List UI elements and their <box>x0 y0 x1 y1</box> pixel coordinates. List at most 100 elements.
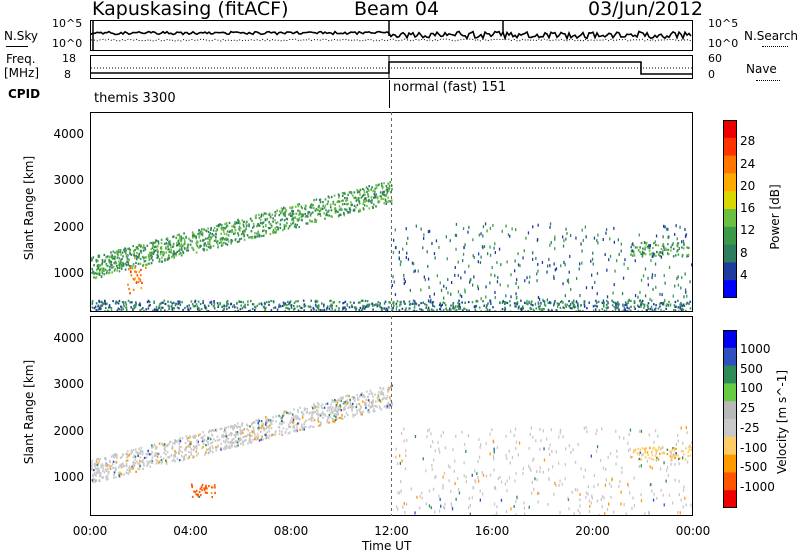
echo-cell <box>174 455 177 458</box>
echo-cell <box>263 229 265 232</box>
echo-cell <box>379 191 382 194</box>
echo-cell <box>228 306 230 309</box>
echo-cell <box>125 306 127 309</box>
echo-cell <box>178 237 181 240</box>
echo-cell <box>282 414 284 418</box>
echo-cell <box>111 254 113 257</box>
echo-cell <box>250 230 253 233</box>
echo-cell <box>640 303 643 306</box>
echo-cell <box>364 299 367 302</box>
echo-cell <box>342 397 344 400</box>
echo-cell <box>681 246 683 249</box>
echo-cell <box>368 410 370 413</box>
echo-cell <box>675 442 677 446</box>
echo-cell <box>234 229 237 232</box>
echo-cell <box>309 220 312 223</box>
freq-right-label: Nave <box>746 62 777 76</box>
echo-cell <box>122 262 125 266</box>
echo-cell <box>562 282 564 286</box>
echo-cell <box>347 202 349 205</box>
echo-cell <box>565 227 567 231</box>
velocity-colorbar-label: Velocity [m s^-1] <box>775 369 789 475</box>
echo-cell <box>402 505 404 509</box>
echo-cell <box>338 200 341 203</box>
echo-cell <box>579 498 581 502</box>
echo-cell <box>588 301 590 304</box>
echo-cell <box>515 500 517 504</box>
echo-cell <box>479 498 481 502</box>
echo-cell <box>119 251 122 254</box>
echo-cell <box>615 306 617 309</box>
echo-cell <box>629 447 631 451</box>
echo-cell <box>367 193 369 196</box>
echo-cell <box>520 308 523 311</box>
echo-cell <box>155 308 158 311</box>
echo-cell <box>313 404 316 407</box>
echo-cell <box>237 232 239 235</box>
echo-cell <box>255 435 257 439</box>
echo-cell <box>122 464 125 467</box>
echo-cell <box>272 229 275 232</box>
echo-cell <box>119 456 122 459</box>
echo-cell <box>643 306 645 309</box>
echo-cell <box>292 421 295 424</box>
echo-cell <box>217 439 219 442</box>
echo-cell <box>642 247 644 250</box>
echo-cell <box>138 447 140 450</box>
echo-cell <box>230 440 233 444</box>
echo-cell <box>674 254 677 257</box>
echo-cell <box>113 454 115 457</box>
echo-cell <box>451 504 453 508</box>
echo-cell <box>316 408 318 411</box>
echo-cell <box>184 306 186 310</box>
echo-cell <box>643 252 645 255</box>
echo-cell <box>131 450 133 454</box>
echo-cell <box>549 222 552 226</box>
echo-cell <box>170 305 173 308</box>
echo-cell <box>659 305 661 308</box>
echo-cell <box>320 412 323 415</box>
echo-cell <box>630 305 632 308</box>
echo-cell <box>523 501 525 505</box>
echo-cell <box>349 398 351 401</box>
echo-cell <box>464 301 466 304</box>
echo-cell <box>371 186 373 189</box>
echo-cell <box>282 214 285 217</box>
echo-cell <box>405 449 407 453</box>
echo-cell <box>203 489 206 492</box>
echo-cell <box>482 234 484 238</box>
echo-cell <box>154 249 157 252</box>
echo-cell <box>140 460 143 463</box>
echo-cell <box>298 217 300 220</box>
echo-cell <box>662 493 664 497</box>
echo-cell <box>270 226 273 229</box>
echo-cell <box>208 436 211 439</box>
echo-cell <box>94 276 97 280</box>
echo-cell <box>120 253 122 256</box>
echo-cell <box>340 396 342 399</box>
echo-cell <box>109 465 111 468</box>
echo-cell <box>354 397 356 400</box>
echo-cell <box>287 300 289 303</box>
echo-cell <box>508 449 510 453</box>
echo-cell <box>131 267 134 270</box>
echo-cell <box>450 304 452 307</box>
echo-cell <box>105 478 108 481</box>
x-axis-label: Time UT <box>362 539 412 553</box>
echo-cell <box>216 228 219 231</box>
echo-cell <box>597 300 600 303</box>
echo-cell <box>388 199 390 203</box>
echo-cell <box>653 446 656 449</box>
echo-cell <box>176 234 179 237</box>
echo-cell <box>686 460 689 464</box>
echo-cell <box>688 246 690 249</box>
echo-cell <box>682 456 684 460</box>
echo-cell <box>378 405 381 408</box>
echo-cell <box>538 306 540 309</box>
echo-cell <box>94 305 97 308</box>
echo-cell <box>514 427 517 431</box>
echo-cell <box>677 245 679 248</box>
echo-cell <box>329 305 331 308</box>
echo-cell <box>621 292 624 296</box>
echo-cell <box>270 299 272 303</box>
